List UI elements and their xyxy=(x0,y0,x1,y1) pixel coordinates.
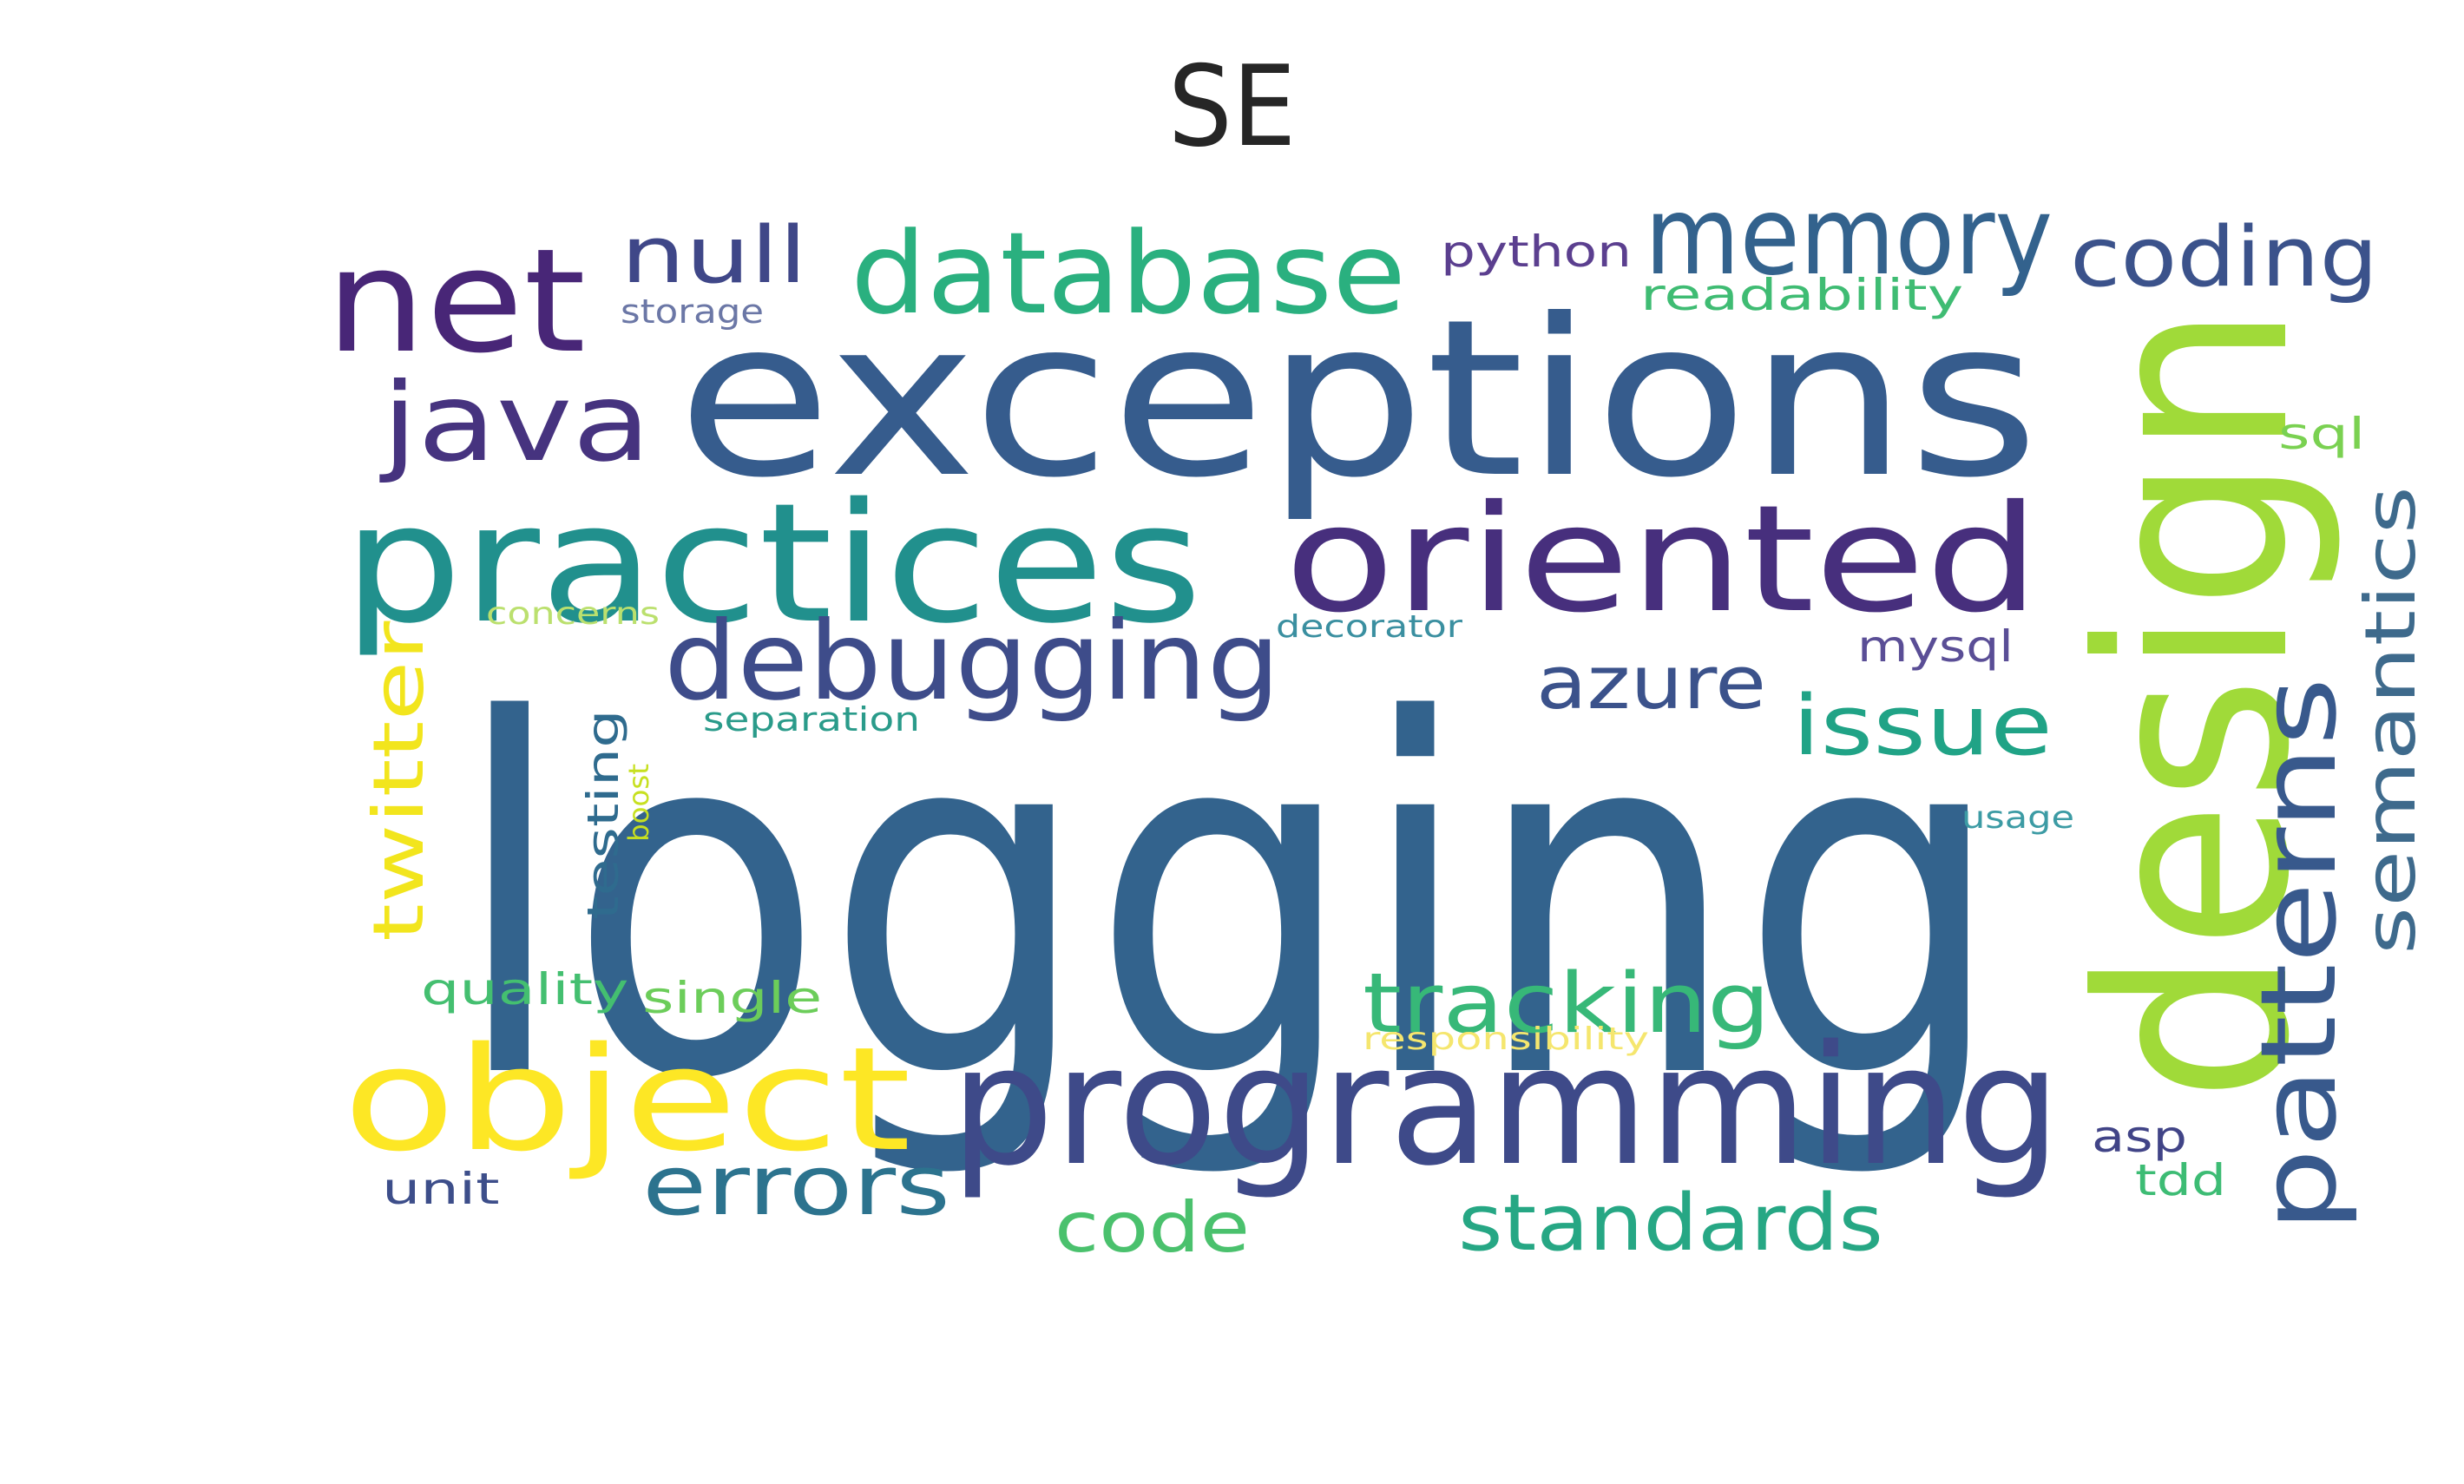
word-semantics: semantics xyxy=(2350,486,2431,955)
word-exceptions: exceptions xyxy=(677,273,2040,525)
word-null: null xyxy=(621,210,807,301)
word-programming: programming xyxy=(950,1010,2061,1202)
word-testing: testing xyxy=(578,709,628,920)
word-net: net xyxy=(325,218,587,384)
word-readability: readability xyxy=(1640,270,1964,320)
word-quality: quality xyxy=(421,964,629,1015)
word-python: python xyxy=(1441,227,1633,277)
word-patterns: patterns xyxy=(2239,677,2360,1232)
word-coding: coding xyxy=(2070,210,2379,305)
word-separation: separation xyxy=(703,700,921,739)
word-asp: asp xyxy=(2092,1112,2188,1162)
word-errors: errors xyxy=(642,1139,950,1234)
word-debugging: debugging xyxy=(664,599,1281,725)
word-standards: standards xyxy=(1458,1178,1883,1269)
word-azure: azure xyxy=(1536,640,1766,726)
word-usage: usage xyxy=(1961,800,2075,836)
word-single: single xyxy=(642,973,823,1023)
word-tracking: tracking xyxy=(1363,956,1771,1052)
word-issue: issue xyxy=(1792,679,2053,774)
word-java: java xyxy=(382,360,652,486)
word-responsibility: responsibility xyxy=(1363,1021,1650,1057)
word-sql: sql xyxy=(2278,409,2366,459)
chart-title: SE xyxy=(1167,43,1297,172)
word-twitter: twitter xyxy=(358,621,439,942)
word-storage: storage xyxy=(621,292,765,331)
word-tdd: tdd xyxy=(2135,1155,2227,1205)
word-database: database xyxy=(851,207,1407,339)
word-logging: logging xyxy=(451,620,2006,1185)
word-mysql: mysql xyxy=(1857,621,2014,672)
word-unit: unit xyxy=(382,1164,500,1214)
word-concerns: concerns xyxy=(486,596,660,632)
word-code: code xyxy=(1055,1187,1250,1268)
word-decorator: decorator xyxy=(1276,609,1462,645)
word-practices: practices xyxy=(343,468,1203,660)
word-memory: memory xyxy=(1645,174,2053,299)
word-oriented: oriented xyxy=(1285,474,2040,646)
word-boost: boost xyxy=(622,763,655,842)
word-object: object xyxy=(343,1016,911,1183)
